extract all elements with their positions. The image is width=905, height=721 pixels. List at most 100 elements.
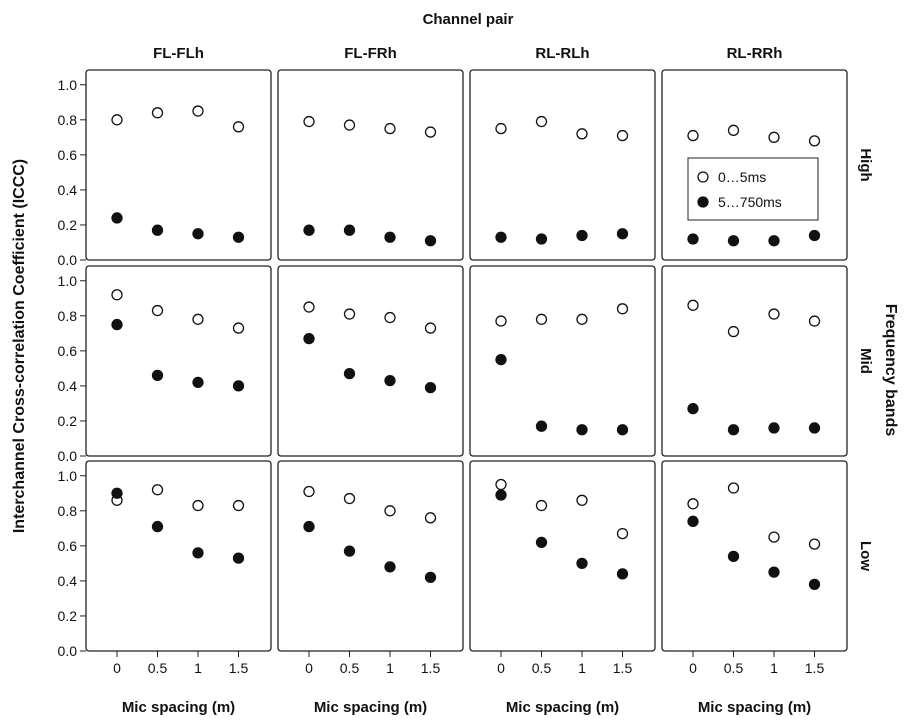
point-open-r1-c3-0	[687, 299, 699, 311]
x-tick-label-c1-2: 1	[386, 660, 394, 676]
y-tick-label-r1-1: 0.2	[58, 413, 78, 429]
panels-group: FL-FLh FL-FRh RL-RLh RL-RRh High Mid Low 0.0 0.2…	[58, 45, 874, 716]
point-filled-r2-c2-3	[616, 568, 629, 580]
panel-frame-r0-c3	[661, 69, 848, 261]
point-open-r2-c2-0	[495, 478, 507, 491]
x-tick-label-c3-3: 1.5	[805, 660, 825, 676]
x-tick-label-c0-3: 1.5	[229, 660, 249, 676]
point-filled-r1-c0-2	[192, 376, 204, 389]
point-filled-r2-c3-1	[727, 550, 740, 563]
panel-frame-r0-c0	[85, 69, 272, 261]
point-open-r2-c1-2	[384, 505, 396, 517]
y-tick-label-r1-3: 0.6	[58, 343, 78, 359]
point-open-r0-c3-1	[727, 124, 740, 136]
panel-frame-r2-c0	[85, 460, 272, 652]
x-axis-title-3: Mic spacing (m)	[698, 699, 811, 716]
point-filled-r1-c3-0	[687, 403, 699, 415]
point-filled-r1-c1-1	[343, 367, 356, 380]
point-filled-r0-c1-1	[343, 224, 356, 236]
point-filled-r2-c0-0	[111, 487, 123, 499]
point-open-r0-c0-1	[151, 107, 164, 119]
point-filled-r0-c3-1	[727, 235, 740, 247]
x-tick-label-c2-3: 1.5	[613, 660, 633, 676]
point-filled-r0-c0-1	[151, 224, 164, 236]
point-filled-r1-c2-3	[616, 424, 629, 436]
point-filled-r2-c2-0	[495, 489, 507, 501]
y-tick-label-r0-2: 0.4	[58, 182, 78, 198]
x-axis-title-0: Mic spacing (m)	[122, 699, 235, 716]
point-open-r0-c2-3	[616, 129, 629, 142]
point-open-r1-c0-0	[111, 289, 123, 301]
y-tick-label-r2-3: 0.6	[58, 538, 78, 554]
point-open-r1-c0-1	[151, 304, 164, 317]
point-filled-r1-c2-1	[535, 420, 548, 432]
point-open-r2-c3-0	[687, 498, 699, 510]
point-open-r0-c1-1	[343, 119, 356, 131]
point-open-r1-c3-1	[727, 325, 740, 338]
point-open-r2-c1-3	[424, 512, 437, 524]
point-filled-r0-c2-1	[535, 233, 548, 245]
point-open-r2-c2-1	[535, 499, 548, 512]
point-open-r1-c2-2	[576, 313, 588, 325]
x-tick-label-c3-0: 0	[689, 660, 697, 676]
point-open-r1-c1-0	[303, 301, 315, 313]
point-open-r1-c1-2	[384, 311, 396, 324]
point-open-r2-c1-0	[303, 485, 315, 498]
point-filled-r1-c3-1	[727, 424, 740, 436]
point-filled-r0-c1-0	[303, 224, 315, 236]
panel-frame-r2-c1	[277, 460, 464, 652]
legend-marker-0	[697, 171, 709, 183]
point-open-r1-c1-1	[343, 308, 356, 320]
y-tick-label-r1-2: 0.4	[58, 378, 78, 394]
point-filled-r0-c0-3	[232, 231, 245, 243]
point-open-r0-c3-3	[808, 135, 821, 147]
point-filled-r1-c0-3	[232, 380, 245, 392]
row-label-2: Low	[857, 541, 874, 571]
point-open-r0-c1-3	[424, 126, 437, 138]
x-tick-label-c3-1: 0.5	[724, 660, 744, 676]
column-header-3: RL-RRh	[727, 45, 783, 62]
point-filled-r2-c1-1	[343, 545, 356, 557]
panel-frame-r0-c2	[469, 69, 656, 261]
y-tick-label-r2-1: 0.2	[58, 608, 78, 624]
point-filled-r1-c0-1	[151, 369, 164, 382]
point-open-r1-c1-3	[424, 322, 437, 334]
point-open-r0-c0-3	[232, 121, 245, 133]
y-tick-label-r2-4: 0.8	[58, 503, 78, 519]
point-open-r0-c0-0	[111, 114, 123, 126]
y-tick-label-r0-3: 0.6	[58, 147, 78, 163]
point-open-r0-c2-2	[576, 128, 588, 140]
point-filled-r1-c2-2	[576, 424, 588, 436]
point-open-r2-c0-3	[232, 499, 245, 512]
panel-frame-r2-c2	[469, 460, 656, 652]
point-open-r0-c2-0	[495, 122, 507, 135]
row-strip-title: Frequency bands	[882, 304, 899, 437]
y-tick-label-r1-4: 0.8	[58, 308, 78, 324]
point-filled-r2-c0-2	[192, 547, 204, 559]
point-filled-r2-c1-0	[303, 520, 315, 533]
point-filled-r2-c2-1	[535, 536, 548, 549]
panel-frame-r1-c3	[661, 265, 848, 457]
point-open-r0-c0-2	[192, 105, 204, 117]
row-label-0: High	[857, 148, 874, 181]
point-filled-r0-c3-2	[768, 235, 780, 247]
x-tick-label-c0-1: 0.5	[148, 660, 168, 676]
point-open-r1-c3-2	[768, 308, 780, 320]
point-filled-r2-c0-3	[232, 552, 245, 564]
chart-title: Channel pair	[423, 11, 514, 28]
legend-label-0: 0…5ms	[718, 169, 766, 185]
point-filled-r2-c3-0	[687, 515, 699, 527]
point-open-r1-c0-3	[232, 322, 245, 334]
x-tick-label-c2-0: 0	[497, 660, 505, 676]
point-open-r1-c0-2	[192, 313, 204, 325]
point-filled-r2-c0-1	[151, 520, 164, 533]
y-tick-label-r0-0: 0.0	[58, 252, 78, 268]
point-filled-r1-c3-3	[808, 422, 821, 434]
legend-box	[687, 157, 819, 221]
y-tick-label-r0-5: 1.0	[58, 77, 78, 93]
y-tick-label-r2-5: 1.0	[58, 468, 78, 484]
point-filled-r0-c1-3	[424, 235, 437, 247]
point-open-r1-c2-3	[616, 303, 629, 315]
point-open-r2-c3-1	[727, 482, 740, 494]
